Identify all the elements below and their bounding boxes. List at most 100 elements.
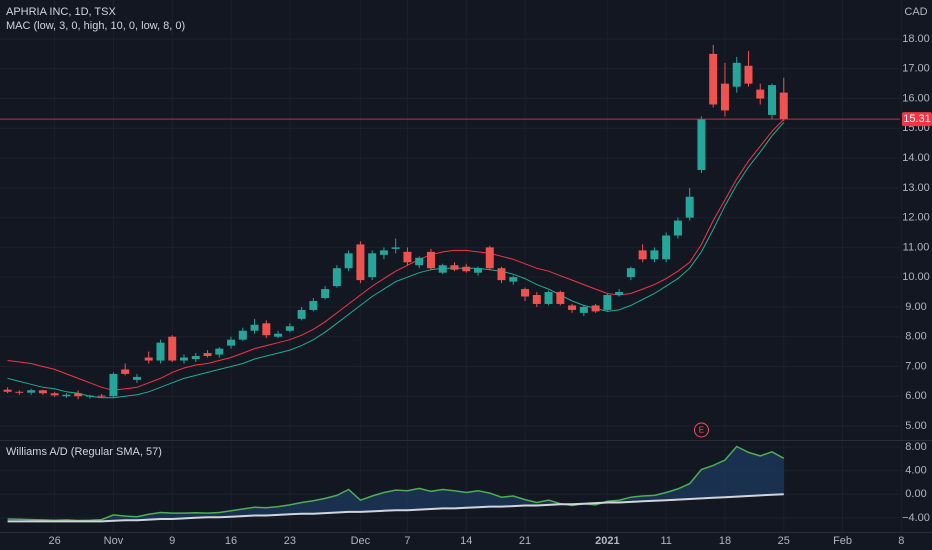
- y-tick-label: 18.00: [902, 33, 930, 45]
- candle-body: [121, 369, 130, 374]
- candle-body: [344, 253, 353, 269]
- indicator-line: [7, 493, 784, 523]
- candle-body: [685, 196, 694, 218]
- indicator-legend: MAC (low, 3, 0, high, 10, 0, low, 8, 0): [6, 20, 185, 32]
- candle-body: [309, 300, 318, 310]
- candle-body: [732, 62, 741, 87]
- moving-average-line: [7, 119, 785, 391]
- candle-body: [779, 92, 788, 120]
- y-tick-label: 14.00: [902, 152, 930, 164]
- candle-body: [132, 376, 141, 380]
- y-tick-label: 17.00: [902, 63, 930, 75]
- candle-body: [15, 391, 24, 393]
- candle-body: [744, 65, 753, 84]
- x-tick-label: 8: [898, 535, 904, 547]
- y-tick-label: 16.00: [902, 92, 930, 104]
- lower-pane-title: Williams A/D (Regular SMA, 57): [6, 446, 162, 458]
- candle-body: [673, 220, 682, 236]
- candle-body: [332, 268, 341, 287]
- candle-body: [97, 395, 106, 397]
- candle-body: [720, 83, 729, 111]
- candle-body: [391, 247, 400, 249]
- y-tick-label: 7.00: [905, 360, 926, 372]
- candle-body: [485, 247, 494, 269]
- y-tick-label: 13.00: [902, 182, 930, 194]
- candle-body: [415, 257, 424, 266]
- candle-body: [38, 390, 47, 394]
- candle-body: [285, 326, 294, 331]
- candle-body: [438, 265, 447, 273]
- x-tick-label: 16: [225, 535, 237, 547]
- y-tick-label: 8.00: [905, 331, 926, 343]
- candle-body: [756, 89, 765, 99]
- event-marker: [693, 422, 709, 438]
- x-tick-label: 9: [169, 535, 175, 547]
- candle-body: [250, 324, 259, 331]
- x-tick-label: 2021: [595, 535, 619, 547]
- candle-body: [156, 342, 165, 361]
- x-tick-label: 14: [460, 535, 472, 547]
- event-marker-label: E: [699, 426, 704, 435]
- y-tick-label: 4.00: [905, 465, 926, 477]
- candle-body: [638, 250, 647, 260]
- candle-body: [497, 268, 506, 281]
- candle-body: [215, 348, 224, 355]
- candle-body: [521, 289, 530, 297]
- x-tick-label: Nov: [104, 535, 124, 547]
- x-tick-label: 25: [778, 535, 790, 547]
- candle-body: [109, 373, 118, 397]
- indicator-line: [7, 445, 785, 522]
- y-tick-label: 9.00: [905, 301, 926, 313]
- x-tick-label: 11: [660, 535, 671, 547]
- candle-body: [426, 251, 435, 269]
- x-tick-label: 23: [284, 535, 296, 547]
- x-tick-label: 18: [719, 535, 731, 547]
- candle-body: [74, 393, 83, 397]
- candle-body: [144, 357, 153, 361]
- candle-body: [297, 309, 306, 319]
- last-price-label: 15.31: [903, 113, 931, 125]
- candle-body: [403, 251, 412, 263]
- candle-body: [227, 339, 236, 346]
- candle-body: [85, 395, 94, 397]
- x-tick-label: 26: [49, 535, 61, 547]
- candle-body: [379, 250, 388, 255]
- candle-body: [662, 235, 671, 260]
- chart-title: APHRIA INC, 1D, TSX: [6, 6, 116, 18]
- y-tick-label: 10.00: [902, 271, 930, 283]
- candle-body: [27, 390, 36, 393]
- candle-body: [3, 389, 12, 392]
- candle-body: [579, 306, 588, 313]
- candle-body: [450, 265, 459, 270]
- marks-layer: [0, 44, 900, 523]
- candle-body: [462, 266, 471, 272]
- candle-body: [180, 357, 188, 361]
- y-tick-label: 5.00: [905, 420, 926, 432]
- candle-body: [368, 253, 377, 278]
- last-price-tag: [902, 112, 932, 127]
- candle-body: [50, 393, 59, 396]
- candle-body: [191, 356, 200, 360]
- candle-body: [168, 336, 177, 361]
- candle-body: [556, 292, 565, 304]
- candle-body: [238, 330, 247, 340]
- x-tick-label: 7: [404, 535, 410, 547]
- candle-body: [62, 394, 71, 397]
- x-tick-label: Dec: [351, 535, 371, 547]
- candle-body: [321, 289, 330, 298]
- y-tick-label: 0.00: [905, 488, 926, 500]
- candle-body: [509, 277, 518, 282]
- candle-body: [615, 292, 624, 296]
- y-tick-label: 8.00: [905, 441, 926, 453]
- area-fill: [7, 446, 784, 522]
- candle-body: [568, 305, 577, 310]
- candle-body: [650, 250, 659, 260]
- candle-body: [274, 333, 283, 337]
- y-tick-label: −4.00: [902, 512, 930, 524]
- grid-layer: [0, 0, 901, 532]
- y-tick-label: 6.00: [905, 390, 926, 402]
- y-tick-label: 11.00: [903, 241, 930, 253]
- candle-body: [768, 85, 776, 115]
